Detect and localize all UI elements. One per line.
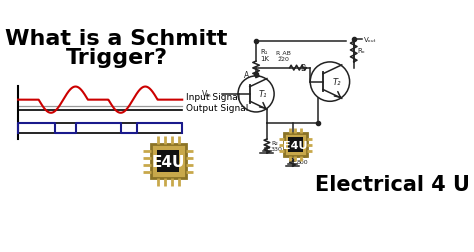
- Text: Electrical 4 U: Electrical 4 U: [315, 174, 470, 194]
- Text: R₁
1K: R₁ 1K: [260, 48, 269, 61]
- Text: R_AB
220: R_AB 220: [275, 50, 291, 62]
- Text: T₁: T₁: [259, 90, 267, 99]
- Text: R₂
330: R₂ 330: [271, 141, 283, 151]
- Text: Vᵢₙ: Vᵢₙ: [202, 90, 212, 99]
- Text: A: A: [244, 71, 249, 79]
- Text: Rₒ: Rₒ: [357, 47, 365, 53]
- Text: B: B: [300, 64, 305, 73]
- Text: Vₒᵤₜ: Vₒᵤₜ: [364, 37, 376, 43]
- Text: R_E
800: R_E 800: [297, 152, 308, 164]
- Text: Input Signal: Input Signal: [186, 92, 241, 102]
- Text: What is a Schmitt: What is a Schmitt: [5, 29, 228, 49]
- Text: T₂: T₂: [333, 78, 341, 87]
- Text: E4U: E4U: [152, 154, 185, 169]
- Text: E4U: E4U: [283, 140, 308, 150]
- FancyBboxPatch shape: [284, 134, 307, 157]
- Text: Trigger?: Trigger?: [65, 48, 168, 68]
- Text: Output Signal: Output Signal: [186, 104, 249, 113]
- FancyBboxPatch shape: [288, 138, 303, 153]
- FancyBboxPatch shape: [151, 144, 185, 179]
- FancyBboxPatch shape: [157, 150, 180, 173]
